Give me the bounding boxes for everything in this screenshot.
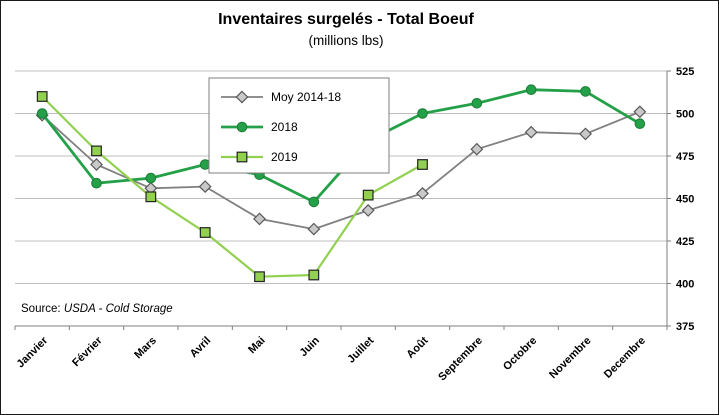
x-tick-label: Janvier	[15, 334, 51, 370]
marker-square	[254, 271, 265, 283]
y-tick-label: 500	[676, 109, 694, 121]
marker-square	[145, 191, 157, 203]
x-tick-label: Avril	[188, 335, 213, 360]
marker-square	[91, 145, 102, 157]
marker-circle	[145, 172, 157, 184]
source-text: USDA - Cold Storage	[63, 303, 173, 315]
source-prefix: Source:	[21, 303, 64, 315]
marker-diamond	[633, 105, 647, 119]
marker-square	[417, 159, 428, 170]
y-tick-label: 475	[676, 151, 694, 163]
x-tick-label: Février	[70, 334, 105, 369]
marker-square	[199, 227, 211, 238]
marker-circle	[308, 196, 320, 208]
marker-circle	[236, 121, 248, 133]
marker-diamond	[416, 186, 429, 200]
marker-diamond	[361, 203, 375, 217]
marker-diamond	[579, 127, 592, 141]
x-tick-label: Mars	[132, 335, 159, 362]
chart-subtitle: (millions lbs)	[308, 33, 384, 48]
y-tick-label: 400	[676, 279, 694, 291]
marker-square	[308, 269, 320, 281]
marker-diamond	[307, 222, 321, 236]
series-line-moy-2014-18	[41, 110, 641, 231]
marker-diamond	[90, 158, 103, 171]
marker-circle	[580, 86, 591, 97]
marker-circle	[36, 108, 48, 119]
source-label: Source: USDA - Cold Storage	[21, 303, 173, 315]
y-tick-label: 425	[676, 236, 694, 248]
marker-circle	[417, 108, 428, 119]
marker-diamond	[524, 125, 538, 139]
marker-diamond	[235, 90, 249, 104]
marker-square	[36, 91, 48, 102]
x-tick-label: Novembre	[547, 335, 594, 382]
x-tick-label: Mai	[246, 335, 267, 356]
x-tick-label: Juillet	[345, 334, 376, 365]
legend-label: Moy 2014-18	[271, 90, 341, 104]
y-tick-label: 525	[676, 66, 694, 78]
y-tick-label: 450	[676, 194, 694, 206]
marker-square	[236, 151, 248, 163]
marker-diamond	[470, 142, 484, 156]
series-line-2019	[41, 95, 424, 278]
marker-diamond	[198, 180, 212, 194]
x-tick-label: Decembre	[602, 335, 648, 381]
marker-circle	[634, 118, 646, 129]
y-tick-label: 375	[676, 321, 694, 333]
marker-diamond	[253, 212, 266, 226]
marker-square	[362, 189, 374, 201]
marker-circle	[471, 98, 483, 109]
legend-label: 2018	[271, 120, 298, 134]
marker-circle	[91, 177, 102, 189]
marker-circle	[525, 84, 537, 95]
x-tick-label: Octobre	[501, 335, 539, 373]
x-tick-label: Août	[404, 334, 430, 360]
x-tick-label: Septembre	[436, 335, 485, 384]
legend-label: 2019	[271, 150, 298, 164]
chart-title: Inventaires surgelés - Total Boeuf	[218, 11, 474, 28]
x-tick-label: Juin	[297, 334, 322, 359]
